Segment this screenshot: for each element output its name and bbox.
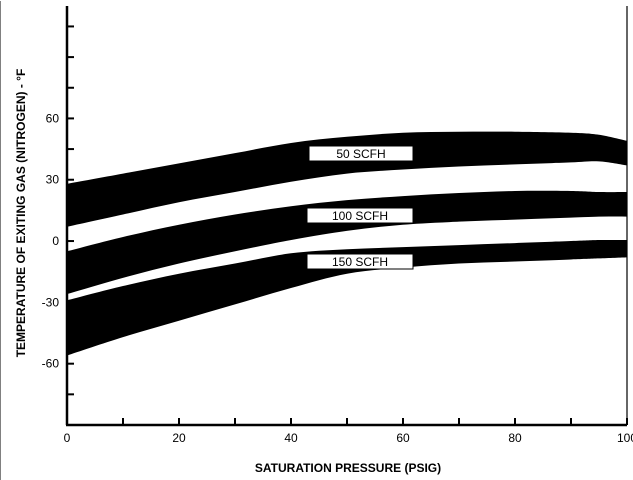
x-tick-label: 80 — [508, 431, 522, 445]
band-label-box — [306, 253, 414, 270]
band-label-box — [308, 145, 414, 162]
band-label-150-scfh: 150 SCFH — [306, 253, 414, 270]
y-tick-label: 60 — [46, 111, 60, 125]
x-tick-label: 40 — [284, 431, 298, 445]
y-tick-label: 0 — [52, 234, 59, 248]
x-axis-title: SATURATION PRESSURE (PSIG) — [255, 461, 441, 475]
x-tick-label: 60 — [396, 431, 410, 445]
y-tick-label: -60 — [42, 357, 60, 371]
y-tick-label: 30 — [46, 173, 60, 187]
band-labels-layer: 50 SCFH 100 SCFH 150 SCFH — [306, 145, 414, 270]
y-axis-title: TEMPERATURE OF EXITING GAS (NITROGEN) - … — [14, 69, 28, 358]
band-100-scfh — [67, 190, 627, 297]
band-150-scfh — [67, 239, 627, 356]
band-label-box — [306, 207, 414, 224]
x-tick-label: 20 — [172, 431, 186, 445]
band-label-text: 100 SCFH — [332, 209, 388, 223]
band-50-scfh — [67, 131, 627, 227]
band-label-text: 150 SCFH — [332, 255, 388, 269]
ticks-layer: 0 20 40 60 80 100 60 30 0 -30 -60 — [42, 25, 633, 445]
band-label-100-scfh: 100 SCFH — [306, 207, 414, 224]
x-tick-label: 0 — [64, 431, 71, 445]
band-label-50-scfh: 50 SCFH — [308, 145, 414, 162]
band-label-text: 50 SCFH — [336, 147, 385, 161]
y-tick-label: -30 — [42, 295, 60, 309]
x-tick-label: 100 — [617, 431, 633, 445]
bands-layer — [66, 131, 628, 356]
band-separator-line — [66, 216, 628, 299]
